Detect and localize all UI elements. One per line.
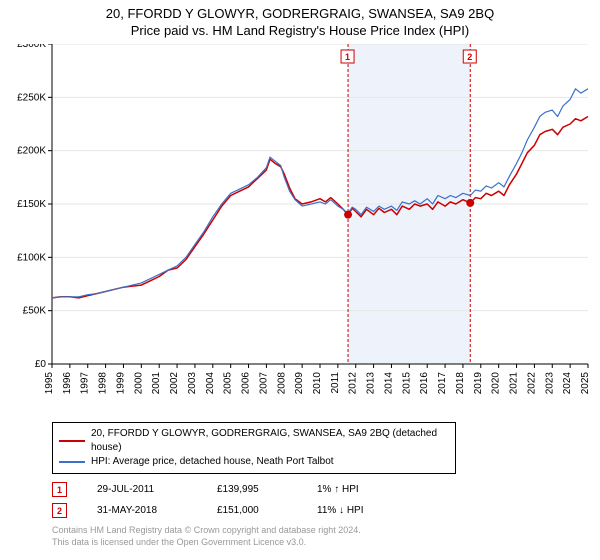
footnote: Contains HM Land Registry data © Crown c… xyxy=(52,524,592,548)
svg-text:2025: 2025 xyxy=(580,372,591,395)
legend-swatch xyxy=(59,461,85,463)
svg-text:1999: 1999 xyxy=(115,372,126,395)
svg-text:2004: 2004 xyxy=(205,372,216,395)
svg-text:1: 1 xyxy=(345,52,350,62)
svg-text:2017: 2017 xyxy=(437,372,448,395)
svg-text:2018: 2018 xyxy=(455,372,466,395)
svg-text:2021: 2021 xyxy=(509,372,520,395)
svg-text:2023: 2023 xyxy=(544,372,555,395)
sale-date: 29-JUL-2011 xyxy=(97,484,187,495)
svg-text:2022: 2022 xyxy=(526,372,537,395)
svg-text:2020: 2020 xyxy=(491,372,502,395)
svg-text:2016: 2016 xyxy=(419,372,430,395)
legend-item: HPI: Average price, detached house, Neat… xyxy=(59,455,449,469)
svg-text:2013: 2013 xyxy=(366,372,377,395)
svg-text:£50K: £50K xyxy=(23,306,47,317)
svg-text:1996: 1996 xyxy=(62,372,73,395)
svg-text:£300K: £300K xyxy=(17,44,46,50)
legend-swatch xyxy=(59,440,85,442)
svg-text:2015: 2015 xyxy=(401,372,412,395)
svg-text:2000: 2000 xyxy=(133,372,144,395)
sale-diff-vs-hpi: 1% ↑ HPI xyxy=(317,484,397,495)
svg-text:2: 2 xyxy=(467,52,472,62)
svg-text:2024: 2024 xyxy=(562,372,573,395)
sale-price: £139,995 xyxy=(217,484,287,495)
svg-text:2010: 2010 xyxy=(312,372,323,395)
svg-text:£100K: £100K xyxy=(17,252,46,263)
svg-text:2011: 2011 xyxy=(330,372,341,394)
chart-title-line1: 20, FFORDD Y GLOWYR, GODRERGRAIG, SWANSE… xyxy=(8,6,592,21)
svg-text:1997: 1997 xyxy=(80,372,91,395)
sale-price: £151,000 xyxy=(217,505,287,516)
svg-text:2002: 2002 xyxy=(169,372,180,395)
sale-date: 31-MAY-2018 xyxy=(97,505,187,516)
legend-item: 20, FFORDD Y GLOWYR, GODRERGRAIG, SWANSE… xyxy=(59,427,449,455)
svg-text:2008: 2008 xyxy=(276,372,287,395)
svg-text:£0: £0 xyxy=(35,359,47,370)
svg-text:2019: 2019 xyxy=(473,372,484,395)
svg-text:2007: 2007 xyxy=(258,372,269,395)
sale-diff-vs-hpi: 11% ↓ HPI xyxy=(317,505,397,516)
chart-svg: 1 2 £0 £50K £100K £150K £200K £250K £300K 1995 199… xyxy=(8,44,592,414)
svg-text:1998: 1998 xyxy=(98,372,109,395)
sale-rows: 1 29-JUL-2011 £139,995 1% ↑ HPI 2 31-MAY-2018… xyxy=(52,482,592,518)
legend-label: 20, FFORDD Y GLOWYR, GODRERGRAIG, SWANSE… xyxy=(91,427,449,455)
sale-marker: 1 xyxy=(52,482,67,497)
legend-label: HPI: Average price, detached house, Neat… xyxy=(91,455,334,469)
svg-text:2005: 2005 xyxy=(223,372,234,395)
svg-text:2006: 2006 xyxy=(241,372,252,395)
sale-row: 1 29-JUL-2011 £139,995 1% ↑ HPI xyxy=(52,482,592,497)
sale-marker: 2 xyxy=(52,503,67,518)
svg-text:2009: 2009 xyxy=(294,372,305,395)
svg-text:2003: 2003 xyxy=(187,372,198,395)
sale-row: 2 31-MAY-2018 £151,000 11% ↓ HPI xyxy=(52,503,592,518)
svg-text:£250K: £250K xyxy=(17,92,46,103)
chart-legend: 20, FFORDD Y GLOWYR, GODRERGRAIG, SWANSE… xyxy=(52,422,456,474)
footnote-line1: Contains HM Land Registry data © Crown c… xyxy=(52,524,592,536)
svg-text:£200K: £200K xyxy=(17,146,46,157)
svg-text:2012: 2012 xyxy=(348,372,359,395)
svg-text:2014: 2014 xyxy=(383,372,394,395)
price-vs-hpi-chart: 1 2 £0 £50K £100K £150K £200K £250K £300K 1995 199… xyxy=(8,44,592,414)
chart-title-line2: Price paid vs. HM Land Registry's House … xyxy=(8,23,592,38)
svg-text:1995: 1995 xyxy=(44,372,55,395)
svg-text:2001: 2001 xyxy=(151,372,162,395)
svg-text:£150K: £150K xyxy=(17,199,46,210)
chart-title-block: 20, FFORDD Y GLOWYR, GODRERGRAIG, SWANSE… xyxy=(8,6,592,38)
footnote-line2: This data is licensed under the Open Gov… xyxy=(52,536,592,548)
